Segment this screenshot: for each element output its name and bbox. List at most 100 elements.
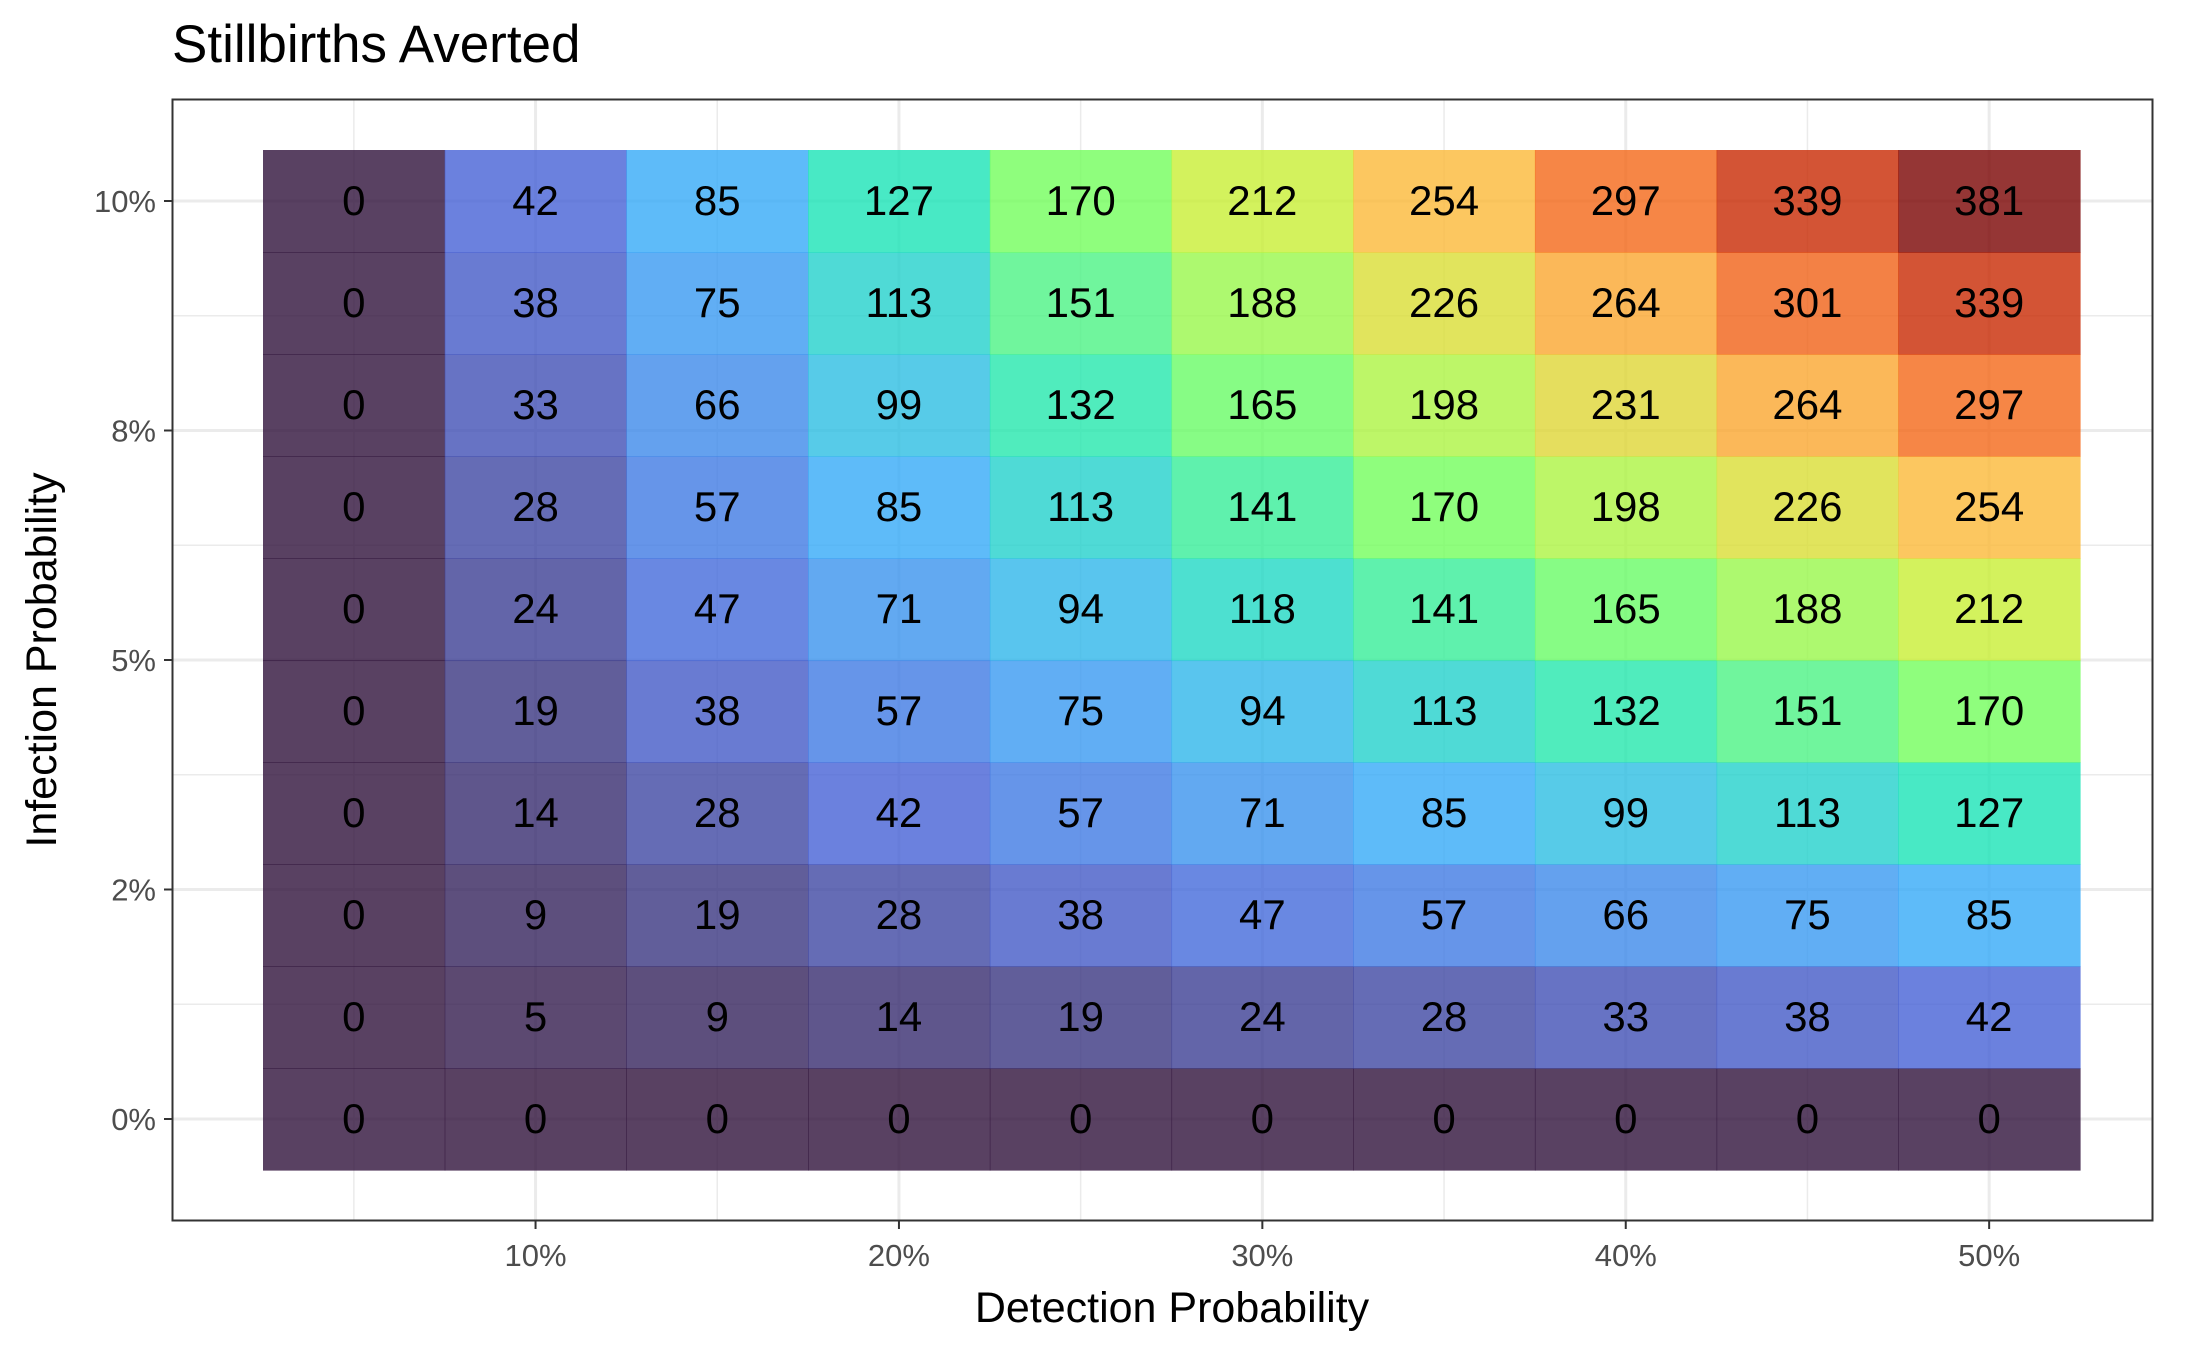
cell-value-label: 132 — [1046, 381, 1116, 428]
heatmap-tile — [1353, 660, 1536, 763]
cell-value-label: 57 — [1421, 891, 1468, 938]
y-tick-label: 8% — [111, 414, 156, 449]
cell-value-label: 170 — [1954, 687, 2024, 734]
heatmap-tile — [1171, 762, 1354, 865]
cell-value-label: 151 — [1772, 687, 1842, 734]
cell-value-label: 226 — [1409, 279, 1479, 326]
heatmap-tile — [1898, 558, 2081, 661]
heatmap-tile — [1353, 1068, 1536, 1171]
heatmap-tile — [1353, 966, 1536, 1069]
cell-value-label: 212 — [1227, 177, 1297, 224]
heatmap-tile — [1898, 762, 2081, 865]
heatmap-tile — [1716, 252, 1899, 355]
heatmap-tile — [1171, 864, 1354, 967]
cell-value-label: 19 — [1057, 993, 1104, 1040]
cell-value-label: 198 — [1409, 381, 1479, 428]
heatmap-tile — [1171, 354, 1354, 457]
heatmap-tile — [263, 762, 446, 865]
heatmap-tile — [808, 354, 991, 457]
heatmap-tile — [989, 252, 1173, 355]
heatmap-tile — [1898, 660, 2081, 763]
heatmap-tile — [444, 864, 627, 967]
heatmap-tile — [808, 150, 991, 253]
cell-value-label: 9 — [706, 993, 729, 1040]
cell-value-label: 24 — [512, 585, 559, 632]
cell-value-label: 94 — [1057, 585, 1104, 632]
heatmap-tile — [1898, 864, 2081, 967]
heatmap-tile — [1534, 150, 1718, 253]
heatmap-tile — [1534, 1068, 1718, 1171]
x-tick-label: 40% — [1595, 1238, 1657, 1273]
cell-value-label: 301 — [1772, 279, 1842, 326]
cell-value-label: 0 — [1069, 1095, 1092, 1142]
cell-value-label: 0 — [342, 483, 365, 530]
heatmap-tile — [444, 966, 627, 1069]
heatmap-tile — [263, 660, 446, 763]
cell-value-label: 188 — [1227, 279, 1297, 326]
heatmap-tile — [1716, 456, 1899, 559]
cell-value-label: 0 — [1614, 1095, 1637, 1142]
cell-value-label: 0 — [342, 585, 365, 632]
heatmap-tile — [626, 354, 809, 457]
cell-value-label: 0 — [342, 279, 365, 326]
cell-value-label: 38 — [1057, 891, 1104, 938]
cell-value-label: 19 — [512, 687, 559, 734]
heatmap-tile — [1716, 762, 1899, 865]
heatmap-tile — [626, 660, 809, 763]
cell-value-label: 165 — [1591, 585, 1661, 632]
x-tick-label: 50% — [1958, 1238, 2020, 1273]
cell-value-label: 132 — [1591, 687, 1661, 734]
cell-value-label: 9 — [524, 891, 547, 938]
heatmap-tile — [626, 558, 809, 661]
cell-value-label: 75 — [694, 279, 741, 326]
heatmap-tile — [989, 1068, 1173, 1171]
cell-value-label: 38 — [1784, 993, 1831, 1040]
cell-value-label: 0 — [342, 687, 365, 734]
heatmap-tile — [263, 456, 446, 559]
heatmap-tile — [444, 660, 627, 763]
heatmap-tile — [808, 456, 991, 559]
cell-value-label: 339 — [1954, 279, 2024, 326]
cell-value-label: 38 — [512, 279, 559, 326]
y-axis-title: Infection Probability — [18, 472, 66, 848]
cell-value-label: 99 — [876, 381, 923, 428]
heatmap-tile — [1534, 456, 1718, 559]
cell-value-label: 264 — [1772, 381, 1842, 428]
heatmap-tile — [444, 354, 627, 457]
cell-value-label: 297 — [1591, 177, 1661, 224]
cell-value-label: 226 — [1772, 483, 1842, 530]
cell-value-label: 165 — [1227, 381, 1297, 428]
x-tick-label: 30% — [1231, 1238, 1293, 1273]
cell-value-label: 28 — [1421, 993, 1468, 1040]
heatmap-tile — [263, 558, 446, 661]
cell-value-label: 170 — [1046, 177, 1116, 224]
cell-value-label: 212 — [1954, 585, 2024, 632]
heatmap-tile — [444, 762, 627, 865]
x-tick-label: 20% — [868, 1238, 930, 1273]
x-axis-ticks: 10% 20% 30% 40% 50% — [505, 1220, 2020, 1273]
cell-value-label: 188 — [1772, 585, 1842, 632]
cell-value-label: 0 — [1796, 1095, 1819, 1142]
cell-value-label: 113 — [1047, 483, 1114, 530]
y-tick-label: 2% — [111, 873, 156, 908]
cell-value-label: 339 — [1772, 177, 1842, 224]
heatmap-tile — [626, 966, 809, 1069]
heatmap-tile — [1716, 354, 1899, 457]
cell-value-label: 151 — [1046, 279, 1116, 326]
heatmap-tile — [444, 150, 627, 253]
cell-value-label: 14 — [512, 789, 559, 836]
heatmap-tile — [1898, 456, 2081, 559]
heatmap-tile — [1353, 150, 1536, 253]
heatmap-tile — [263, 966, 446, 1069]
cell-value-label: 254 — [1409, 177, 1479, 224]
cell-value-label: 47 — [1239, 891, 1286, 938]
heatmap-tile — [1171, 966, 1354, 1069]
cell-value-label: 28 — [694, 789, 741, 836]
cell-value-label: 5 — [524, 993, 547, 1040]
heatmap-tile — [263, 354, 446, 457]
cell-value-label: 75 — [1057, 687, 1104, 734]
cell-value-label: 127 — [864, 177, 934, 224]
heatmap-tile — [444, 1068, 627, 1171]
heatmap-tile — [626, 1068, 809, 1171]
